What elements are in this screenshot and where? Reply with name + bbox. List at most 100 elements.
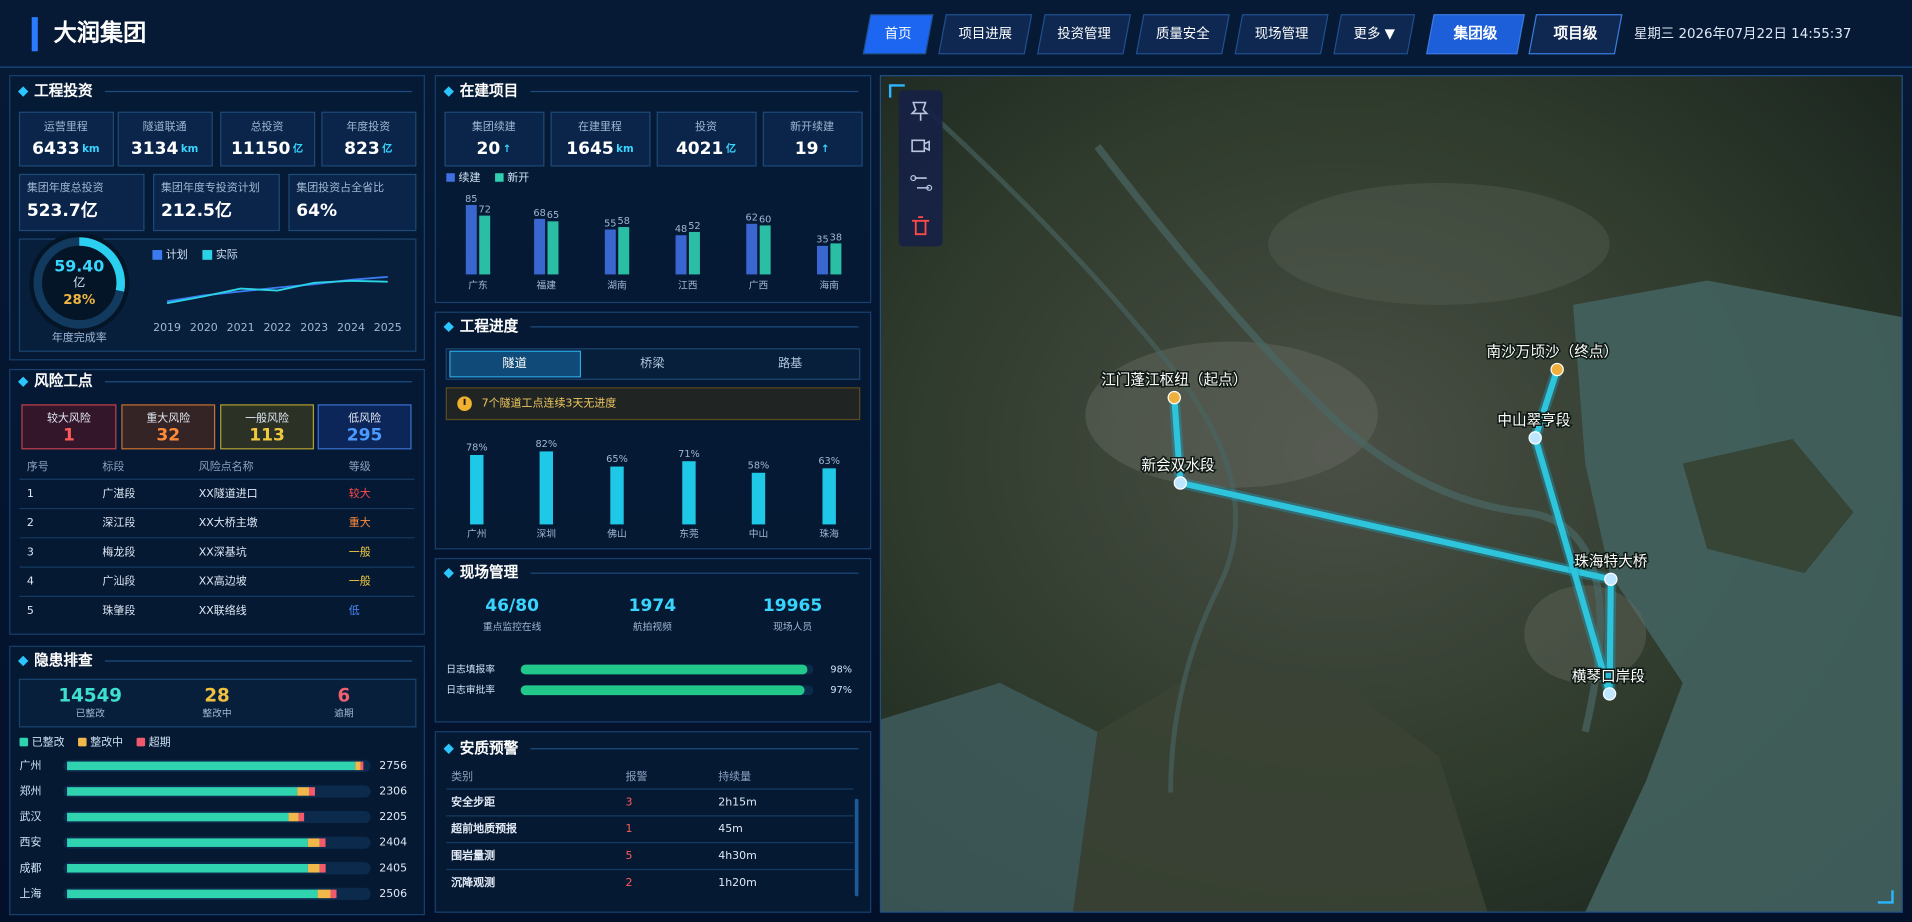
tool-delete[interactable]	[912, 216, 930, 236]
tool-route-dot	[910, 175, 917, 182]
bar-value: 71%	[678, 449, 700, 460]
level-tab[interactable]	[1425, 14, 1525, 55]
bar-total: 2506	[379, 887, 407, 900]
hazard-label: 已整改	[76, 706, 105, 719]
table-cell: 围岩量测	[451, 848, 495, 862]
table-cell: XX大桥主墩	[199, 515, 258, 529]
station-label: 珠海特大桥	[1574, 553, 1648, 570]
panel-title: 风险工点	[34, 372, 93, 390]
legend-swatch	[152, 250, 163, 260]
tool-camera[interactable]	[911, 139, 930, 153]
bar	[520, 685, 805, 696]
x-tick-label: 湖南	[607, 278, 627, 291]
y-tick-label: 日志填报率	[446, 663, 495, 676]
stat-label: 隧道联通	[143, 119, 187, 133]
bar	[470, 454, 484, 525]
stat-number: 1645	[566, 139, 614, 159]
risk-level-value: 113	[249, 425, 285, 445]
nav-label: 质量安全	[1156, 25, 1210, 42]
bar	[547, 221, 559, 275]
y-tick-label: 郑州	[20, 783, 42, 797]
tab-active[interactable]	[449, 350, 582, 378]
station[interactable]	[1173, 476, 1188, 490]
bar-value: 98%	[830, 665, 852, 676]
site-value: 46/80	[485, 596, 539, 616]
scrollbar	[854, 798, 859, 897]
table-header: 标段	[102, 459, 124, 473]
station[interactable]	[1550, 362, 1564, 377]
nav-tab[interactable]	[862, 14, 934, 55]
table-cell: 4	[27, 575, 34, 588]
bar-value: 72	[478, 205, 490, 216]
station-label: 新会双水段	[1141, 457, 1215, 474]
bar-segment	[360, 761, 364, 771]
nav-label: 投资管理	[1057, 26, 1111, 42]
table-cell: 沉降观测	[451, 875, 495, 889]
bar-value: 78%	[466, 443, 488, 454]
table-cell: 深江段	[102, 515, 135, 529]
station[interactable]	[1604, 572, 1618, 586]
route	[1532, 436, 1613, 695]
bar	[759, 225, 771, 275]
nav-tab[interactable]	[938, 14, 1033, 55]
x-tick-label: 海南	[819, 278, 839, 291]
stat-number: 20	[476, 139, 500, 159]
bar-segment	[297, 787, 309, 796]
card	[18, 173, 145, 232]
panel-title: 工程进度	[460, 317, 519, 335]
stat-unit: ↑	[821, 143, 830, 155]
y-tick-label: 成都	[20, 861, 42, 874]
bar-value: 35	[816, 235, 828, 246]
level-tab[interactable]	[1528, 14, 1623, 55]
y-tick-label: 上海	[20, 886, 42, 900]
gauge-amount: 59.40	[54, 257, 104, 276]
bar	[618, 227, 630, 275]
stat-label: 集团年度专投资计划	[161, 180, 260, 194]
table-cell: XX深基坑	[199, 544, 247, 558]
x-tick-label: 东莞	[679, 527, 699, 540]
stat-value: 20 ↑	[476, 139, 511, 159]
nav-tab[interactable]	[1234, 14, 1329, 55]
table-cell: 珠肇段	[102, 603, 135, 617]
bar-segment	[307, 864, 320, 873]
legend-label: 续建	[458, 170, 480, 184]
bar-segment	[307, 838, 320, 847]
x-tick-label: 福建	[537, 278, 557, 291]
nav-tab[interactable]	[1333, 14, 1416, 55]
bar	[682, 461, 696, 525]
hazard-label: 逾期	[334, 706, 354, 719]
panel-icon	[443, 568, 454, 579]
stat-label: 投资	[695, 119, 717, 133]
map-water	[1573, 280, 1903, 913]
bar-value: 55	[604, 218, 616, 229]
station[interactable]	[1602, 687, 1617, 701]
bar-segment	[308, 787, 315, 796]
y-tick-label: 日志审批率	[446, 683, 495, 696]
nav-tab[interactable]	[1135, 14, 1230, 55]
x-tick-label: 2023	[300, 321, 328, 334]
station[interactable]	[1528, 431, 1542, 445]
station-label: 中山翠亨段	[1497, 412, 1571, 429]
bar-value: 38	[830, 232, 842, 243]
tab-label: 路基	[778, 355, 802, 370]
gauge-bg	[29, 232, 130, 333]
bar-value: 65%	[606, 454, 628, 465]
bar-value: 82%	[535, 439, 557, 450]
x-tick-label: 2021	[227, 321, 255, 334]
table-cell: 超前地质预报	[450, 821, 517, 835]
table-cell: 4h30m	[718, 849, 757, 862]
map-urban	[1268, 182, 1610, 305]
stat-unit: ↑	[503, 143, 512, 155]
table-cell: 1	[626, 822, 633, 835]
nav-tab[interactable]	[1036, 14, 1132, 55]
bar	[816, 245, 828, 275]
card	[445, 387, 861, 421]
level-label: 项目级	[1554, 24, 1598, 42]
map-urban	[1085, 341, 1378, 488]
station[interactable]	[1167, 390, 1181, 405]
x-tick-label: 江西	[678, 279, 698, 291]
tool-pin[interactable]	[910, 101, 929, 121]
bar	[479, 215, 491, 275]
card	[321, 111, 417, 167]
legend-label: 已整改	[32, 735, 65, 749]
